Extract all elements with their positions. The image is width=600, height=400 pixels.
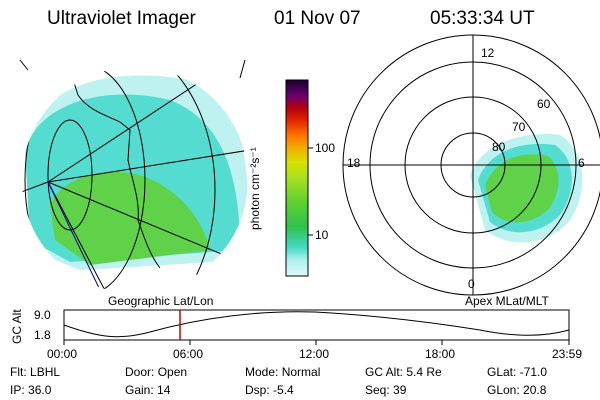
status-gain: Gain: 14 <box>125 383 171 397</box>
time-label: 05:33:34 UT <box>430 8 535 29</box>
status-ip: IP: 36.0 <box>10 383 52 397</box>
date-label: 01 Nov 07 <box>274 8 361 29</box>
mlat-label-80: 80 <box>492 140 506 154</box>
status-glon: GLon: 20.8 <box>487 383 547 397</box>
left-geographic-map <box>22 67 248 293</box>
right-apex-map <box>342 34 600 296</box>
mlat-label-60: 60 <box>537 97 551 111</box>
status-seq: Seq: 39 <box>365 383 407 397</box>
status-flt: Flt: LBHL <box>10 365 61 379</box>
instrument-title: Ultraviolet Imager <box>47 8 196 29</box>
colorbar-unit-label: photon cm⁻²s⁻¹ <box>248 147 262 230</box>
status-glat: GLat: -71.0 <box>487 365 548 379</box>
colorbar <box>285 79 309 277</box>
timeline-xtick-6: 06:00 <box>173 347 204 361</box>
mlt-label-12: 12 <box>481 46 495 60</box>
status-door: Door: Open <box>125 365 188 379</box>
mlt-label-18: 18 <box>347 156 361 170</box>
timeline-plot <box>63 309 570 345</box>
colorbar-tick-10: 10 <box>315 228 329 242</box>
status-gc-alt: GC Alt: 5.4 Re <box>365 365 442 379</box>
status-mode: Mode: Normal <box>245 365 321 379</box>
timeline-xtick-0: 00:00 <box>47 347 78 361</box>
mlat-label-70: 70 <box>512 120 526 134</box>
colorbar-tick-100: 100 <box>315 141 336 155</box>
timeline-ytick-1-8: 1.8 <box>34 328 51 342</box>
right-aurora-green <box>485 154 559 223</box>
mlt-label-6: 6 <box>578 156 585 170</box>
timeline-xtick-18: 18:00 <box>425 347 456 361</box>
timeline-xtick-12: 12:00 <box>299 347 330 361</box>
status-dsp: Dsp: -5.4 <box>245 383 294 397</box>
mlt-label-0: 0 <box>468 277 475 291</box>
right-map-label: Apex MLat/MLT <box>465 294 549 308</box>
timeline-ytick-9: 9.0 <box>34 308 51 322</box>
timeline-xtick-23-59: 23:59 <box>552 347 583 361</box>
left-map-label: Geographic Lat/Lon <box>108 294 214 308</box>
left-aurora-green <box>50 171 210 265</box>
timeline-ylabel: GC Alt <box>10 309 24 344</box>
